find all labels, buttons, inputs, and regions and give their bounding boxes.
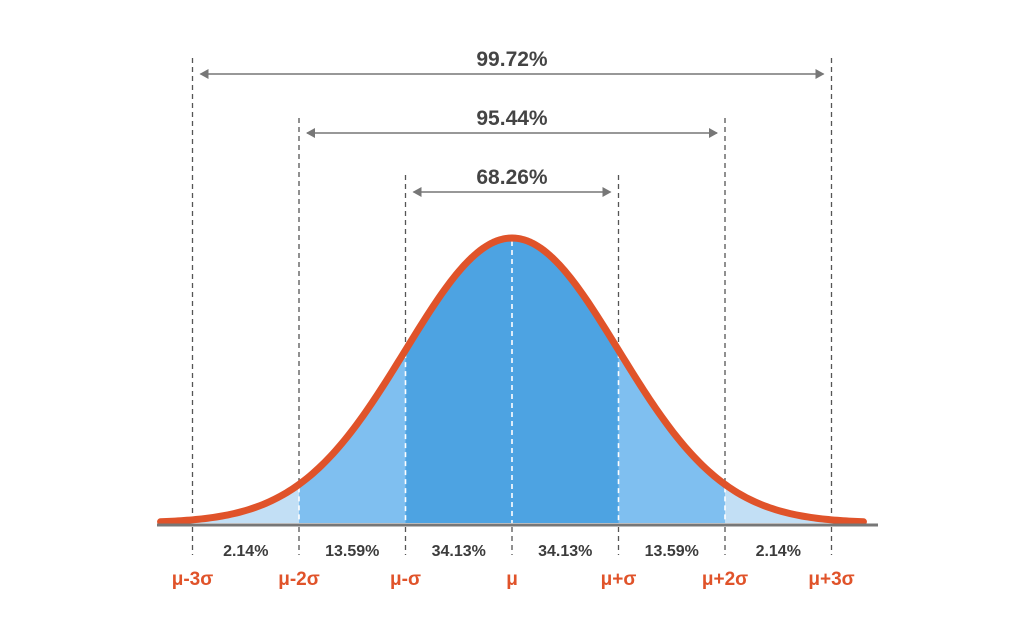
tick-label: μ — [506, 569, 518, 590]
inner-guides-layer — [298, 241, 726, 523]
tick-label: μ+3σ — [808, 569, 854, 590]
tick-labels-layer: μ-3σ μ-2σ μ-σ μ μ+σ μ+2σ μ+3σ — [172, 569, 855, 590]
region-fill-4 — [512, 238, 619, 523]
tick-label: μ-3σ — [172, 569, 214, 590]
region-label-6: 2.14% — [756, 543, 801, 560]
region-labels-layer: 2.14% 13.59% 34.13% 34.13% 13.59% 2.14% — [223, 543, 801, 560]
region-fill-3 — [405, 238, 512, 523]
tick-label: μ+2σ — [702, 569, 748, 590]
tick-label: μ-2σ — [278, 569, 320, 590]
region-label-4: 34.13% — [538, 543, 592, 560]
curve-layer — [157, 234, 867, 526]
tick-label: μ-σ — [390, 569, 421, 590]
region-fill-6 — [725, 484, 832, 523]
tick-label: μ+σ — [601, 569, 637, 590]
region-label-5: 13.59% — [645, 543, 699, 560]
region-label-3: 34.13% — [432, 543, 486, 560]
bracket-label-3: 68.26% — [476, 166, 548, 189]
region-fill-1 — [192, 484, 299, 523]
guides-layer — [191, 58, 833, 555]
bell-curve — [157, 234, 867, 526]
bracket-label-1: 99.72% — [476, 48, 548, 71]
bracket-label-2: 95.44% — [476, 107, 548, 130]
brackets-layer: 99.72% 95.44% 68.26% — [199, 48, 825, 197]
region-label-2: 13.59% — [325, 543, 379, 560]
region-label-1: 2.14% — [223, 543, 268, 560]
